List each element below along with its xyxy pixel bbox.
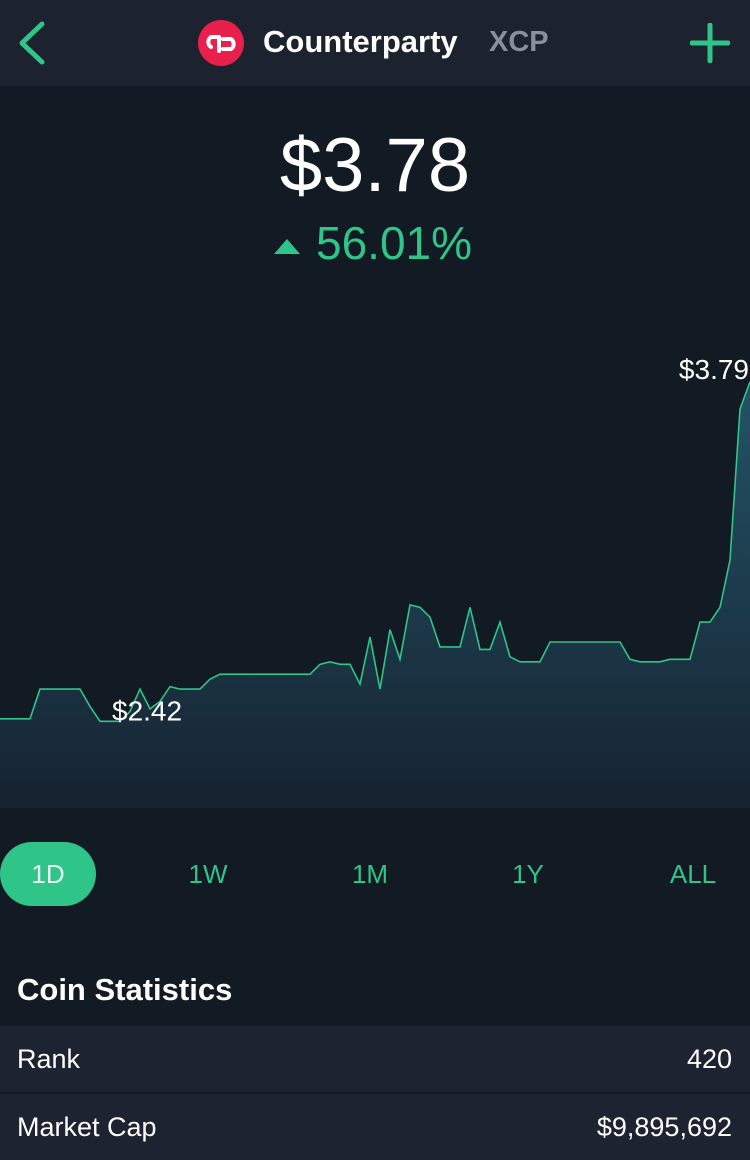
stat-value: $9,895,692 <box>596 1112 732 1142</box>
stat-row: Market Cap $9,895,692 <box>0 1094 750 1160</box>
stat-label: Rank <box>17 1044 81 1074</box>
change-value: 56.01% <box>316 217 473 269</box>
range-button[interactable]: 1W <box>188 859 228 889</box>
add-button[interactable] <box>690 23 730 63</box>
section-title: Coin Statistics <box>17 972 233 1007</box>
range-button[interactable]: 1Y <box>512 859 544 889</box>
range-button[interactable]: 1D <box>0 842 96 906</box>
price-chart: $2.42 $3.79 <box>0 354 750 808</box>
stat-label: Market Cap <box>17 1112 157 1142</box>
price-line <box>0 381 750 723</box>
coin-name: Counterparty <box>263 24 458 59</box>
max-label: $3.79 <box>679 354 749 385</box>
price: $3.78 <box>279 123 471 208</box>
price-change: 56.01% <box>274 216 472 270</box>
area <box>0 381 750 808</box>
up-arrow <box>274 238 300 254</box>
range-button[interactable]: 1M <box>351 859 389 889</box>
range-button[interactable]: ALL <box>669 859 717 889</box>
coin-logo <box>198 20 244 66</box>
stat-row: Rank 420 <box>0 1026 750 1092</box>
header: Counterparty XCP <box>0 0 750 86</box>
back-button[interactable] <box>14 20 48 66</box>
coin-symbol: XCP <box>489 26 549 58</box>
min-label: $2.42 <box>112 696 182 727</box>
stat-value: 420 <box>686 1044 732 1074</box>
